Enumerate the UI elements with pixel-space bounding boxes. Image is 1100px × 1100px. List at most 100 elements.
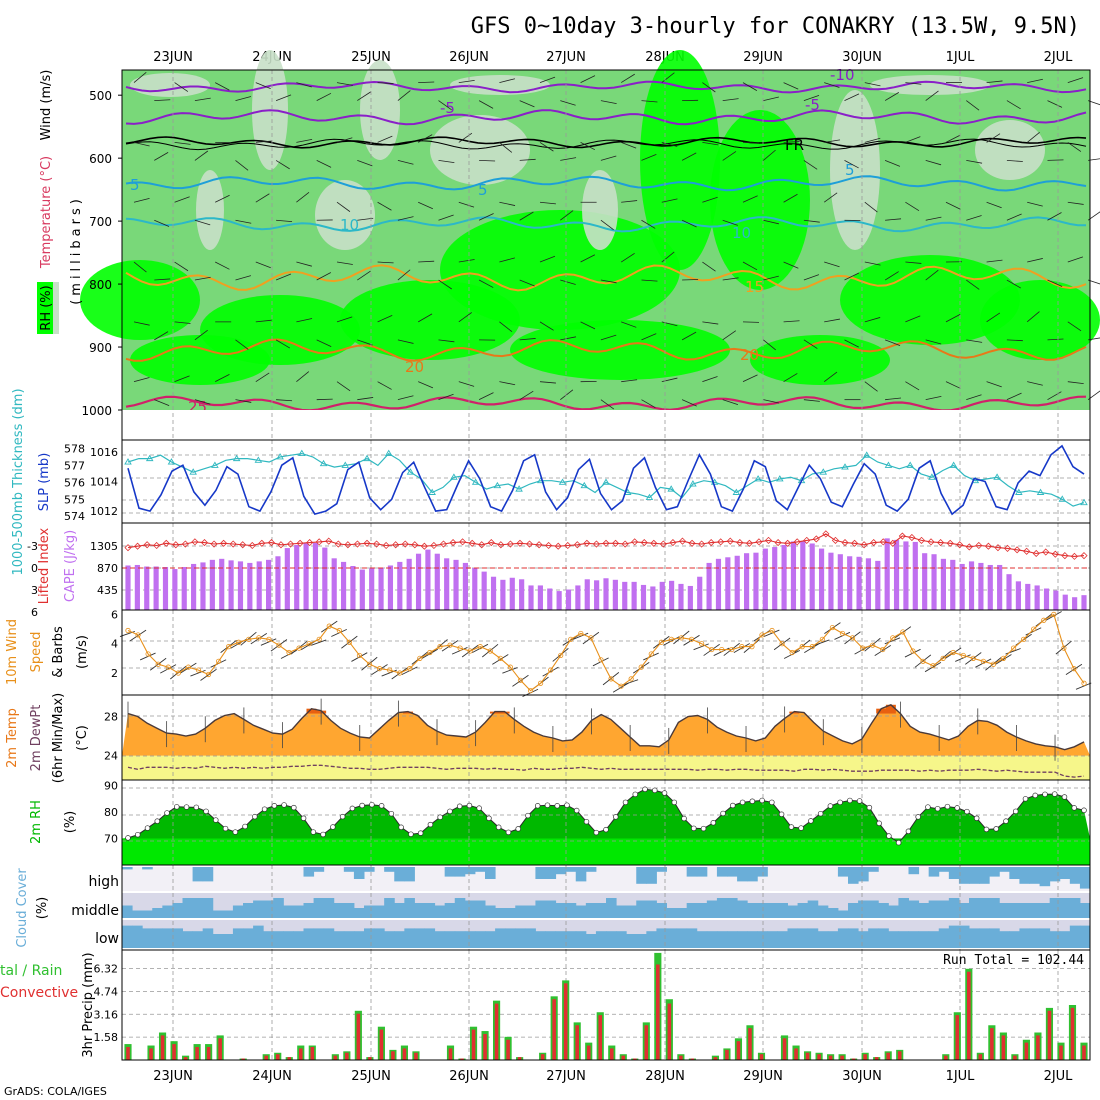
precip-convective-bar [713, 1057, 718, 1060]
wind-barb [1067, 256, 1084, 263]
wind10-point [920, 658, 926, 664]
wind10-point [387, 667, 393, 673]
thickness-axis-label: 1000-500mb Thickness (dm) [11, 388, 26, 575]
cape-bar [640, 584, 647, 610]
wind10-point [346, 639, 352, 645]
wind-barb [458, 132, 473, 143]
cape-bar [369, 568, 375, 610]
top-date-label: 23JUN [153, 50, 193, 65]
lifted-index-point [382, 541, 390, 550]
precip-convective-bar [967, 971, 971, 1060]
wind-barb [681, 331, 697, 341]
rh2m-point [593, 829, 599, 836]
rh2m-point [154, 818, 161, 824]
wind-barb [966, 339, 983, 343]
rh2m-point [242, 823, 248, 830]
wind-barb [174, 261, 189, 272]
precip-convective-bar [195, 1046, 199, 1060]
wind-barb [844, 339, 859, 348]
cloud-mid-bar [1029, 903, 1041, 918]
cloud-mid-bar [374, 905, 385, 918]
wind-barb [763, 149, 776, 161]
cloud-low-bar [696, 931, 708, 948]
cloud-low-bar [263, 931, 274, 948]
cloud-high-bar [122, 867, 133, 870]
cloud-mid-bar [626, 905, 637, 918]
rh2m-point [769, 799, 775, 806]
cape-bar [134, 564, 140, 610]
wind-barb [702, 261, 716, 272]
cloud-mid-bar [1019, 903, 1030, 918]
cape-bar [462, 562, 468, 610]
rh2m-point [1012, 808, 1019, 815]
temperature-contour [125, 80, 1087, 94]
cloud-mid-bar [1059, 898, 1071, 918]
cloud-high-bar [908, 867, 920, 875]
lifted-index-point [200, 539, 209, 547]
wind-barb [418, 381, 434, 389]
wind-barb [478, 100, 494, 109]
cloud-high-bar [948, 867, 960, 879]
wind-barb [1027, 78, 1043, 83]
wind-barb [235, 219, 252, 224]
wind-barb [844, 93, 860, 101]
wind-barb [451, 646, 468, 655]
cloud-high-bar [1049, 867, 1061, 882]
cloud-mid-bar [817, 905, 829, 918]
precip-convective-bar [759, 1054, 764, 1060]
rh2m-point [808, 818, 814, 824]
wind10m-panel: 2 4 6 10m Wind Speed & Barbs (m/s) [5, 608, 1092, 698]
thickness-point [211, 461, 219, 468]
cloud-mid-bar [958, 903, 970, 918]
cloud-low-bar [293, 931, 304, 948]
cloud-mid-bar [182, 898, 194, 918]
cloud-high-bar [585, 867, 597, 872]
thickness-point [471, 478, 480, 485]
wind10-point [1071, 666, 1077, 672]
lifted-index-point [717, 538, 725, 546]
wind-barb [357, 397, 374, 401]
wind-barb [763, 399, 780, 404]
cape-tick: 1305 [90, 540, 118, 553]
cape-bar [706, 562, 712, 610]
lifted-index-point [277, 541, 285, 549]
cloud-low-bar [464, 931, 476, 948]
thickness-point [298, 449, 306, 457]
cape-bar [125, 565, 131, 610]
wind-barb [580, 321, 596, 330]
wind-barb [702, 196, 718, 203]
wind10-point [145, 651, 151, 657]
lifted-index-point [984, 542, 992, 550]
wind-barb [783, 141, 800, 143]
precip-convective-bar [494, 1003, 499, 1060]
wind10-axis-label: & Barbs [51, 626, 66, 678]
pressure-tick: 700 [89, 215, 112, 229]
cloud-mid-bar [969, 898, 980, 918]
cloud-mid-bar [797, 903, 809, 918]
cloud-low-bar [716, 931, 728, 948]
wind-barb [702, 82, 716, 93]
precip-convective-bar [460, 1058, 464, 1060]
thickness-point [645, 493, 654, 501]
cape-bar [444, 558, 450, 610]
wind-axis-label: Wind (m/s) [39, 70, 54, 141]
wind-barb [621, 200, 638, 203]
cloud-low-bar [908, 931, 920, 948]
wind10-point [789, 649, 795, 656]
top-date-label: 27JUN [546, 50, 586, 65]
lifted-index-point [162, 539, 170, 547]
cape-bar [865, 558, 872, 610]
wind-barb [572, 632, 589, 640]
temp2m-axis-unit: (°C) [75, 725, 90, 751]
precip-convective-bar [310, 1046, 315, 1060]
lifted-index-point [870, 539, 878, 547]
wind-barb [194, 97, 211, 101]
rh2m-point [554, 803, 560, 809]
cloud-high-bar [474, 867, 486, 872]
rh2m-point [573, 807, 580, 814]
rh2m-point [164, 810, 170, 816]
wind-barb [621, 321, 637, 328]
cape-bar [378, 567, 384, 610]
precip-convective-bar [126, 1046, 130, 1060]
cloud-high-bar [716, 867, 728, 877]
